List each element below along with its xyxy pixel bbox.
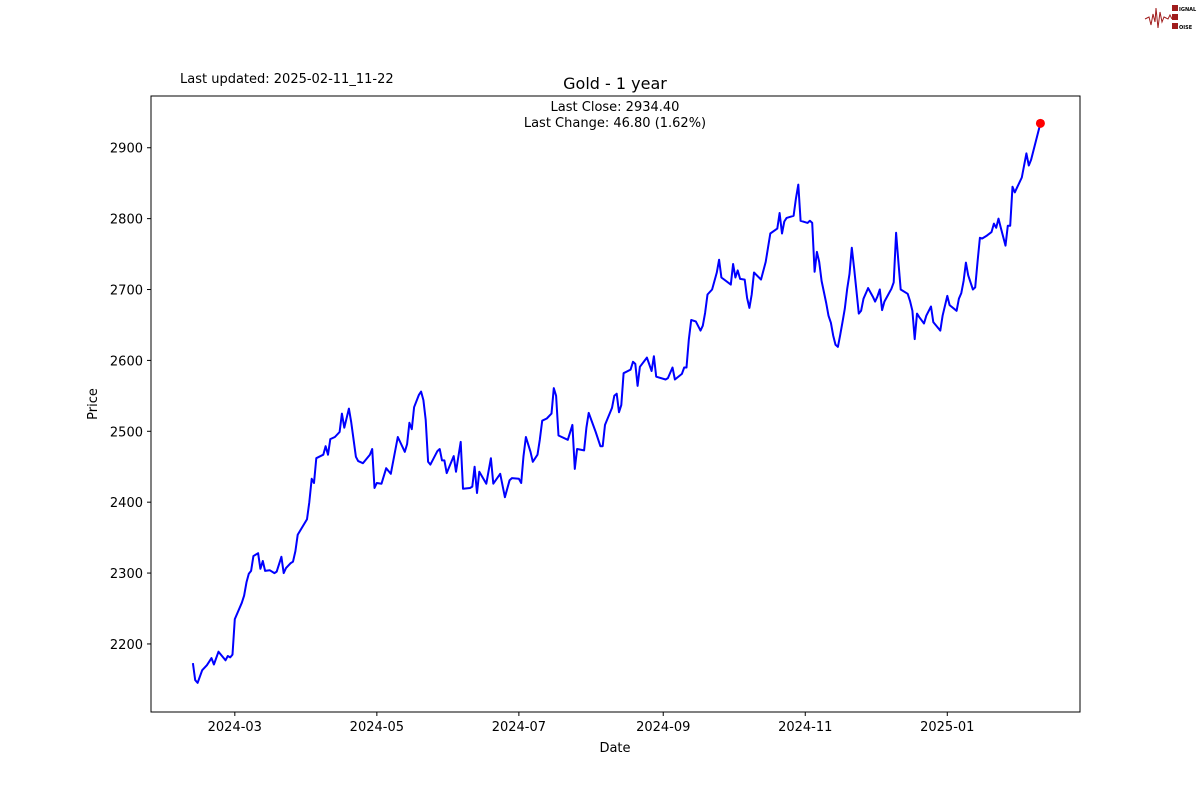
x-tick-label: 2024-07	[492, 720, 546, 735]
last-close-marker	[1035, 118, 1045, 128]
x-tick-label: 2024-11	[778, 720, 832, 735]
last-change-annotation: Last Change: 46.80 (1.62%)	[524, 116, 706, 131]
x-tick-label: 2024-03	[208, 720, 262, 735]
y-tick-label: 2600	[110, 354, 143, 369]
y-tick-label: 2400	[110, 496, 143, 511]
price-line	[191, 123, 1042, 684]
svg-text:OISE: OISE	[1179, 25, 1193, 31]
chart-title: Gold - 1 year	[563, 74, 667, 93]
svg-text:IGNAL: IGNAL	[1179, 7, 1197, 13]
last-updated-label: Last updated: 2025-02-11_11-22	[180, 72, 394, 87]
y-tick-label: 2500	[110, 425, 143, 440]
y-axis-label: Price	[86, 388, 101, 420]
y-tick-label: 2300	[110, 567, 143, 582]
signal-2-noise-logo: IGNAL OISE	[1144, 5, 1197, 31]
last-close-annotation: Last Close: 2934.40	[551, 100, 680, 115]
y-axis: 2200 2300 2400 2500 2600 2700 2800 2900	[110, 142, 151, 653]
x-tick-label: 2024-05	[350, 720, 404, 735]
plot-frame	[150, 95, 1081, 713]
x-axis: 2024-03 2024-05 2024-07 2024-09 2024-11 2025-…	[208, 712, 974, 735]
logo-waveform-icon	[1144, 7, 1173, 29]
x-axis-label: Date	[599, 741, 630, 756]
y-tick-label: 2200	[110, 638, 143, 653]
x-tick-label: 2025-01	[920, 720, 974, 735]
x-tick-label: 2024-09	[636, 720, 690, 735]
y-tick-label: 2700	[110, 284, 143, 299]
y-tick-label: 2800	[110, 213, 143, 228]
y-tick-label: 2900	[110, 142, 143, 157]
price-series	[191, 118, 1045, 684]
